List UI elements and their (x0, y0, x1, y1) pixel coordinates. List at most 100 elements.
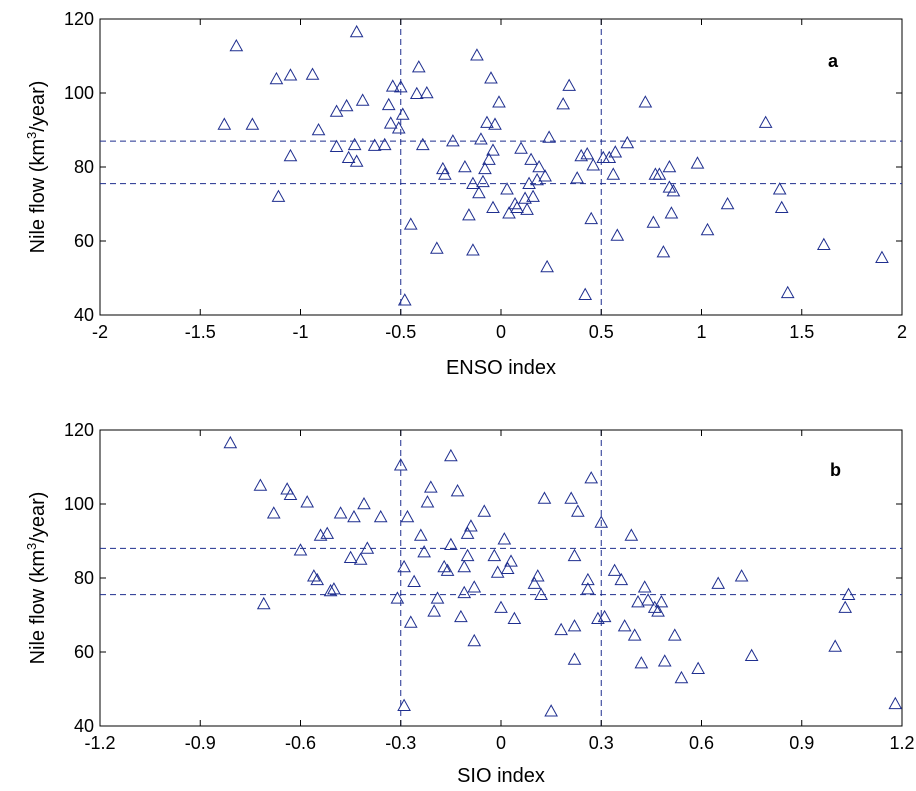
panel-b-sio: -1.2 -0.9 -0.6 -0.3 0 0.3 0.6 0.9 1.2 40 60 80 100 12… (24, 420, 915, 787)
data-point-triangle (596, 150, 611, 164)
data-point-triangle (734, 569, 749, 582)
data-point-triangle (574, 148, 589, 162)
data-point-triangle (360, 541, 375, 554)
data-point-triangle (341, 150, 356, 164)
data-points (217, 24, 889, 306)
data-point-triangle (537, 491, 552, 504)
data-point-triangle (614, 572, 629, 586)
data-point-triangle (580, 147, 595, 160)
x-tick-label: 0.5 (589, 322, 614, 342)
x-tick-label: 0.3 (589, 733, 614, 753)
data-point-triangle (594, 515, 609, 528)
data-point-triangle (490, 565, 505, 578)
data-point-triangle (467, 580, 482, 593)
data-point-triangle (634, 656, 649, 669)
data-point-triangle (438, 167, 452, 180)
data-point-triangle (744, 648, 759, 661)
data-point-triangle (544, 704, 558, 717)
data-point-triangle (477, 504, 492, 517)
data-point-triangle (500, 182, 514, 195)
data-point-triangle (828, 639, 843, 652)
data-point-triangle (480, 115, 494, 128)
y-tick-label: 100 (64, 494, 94, 514)
reference-lines (100, 19, 902, 315)
data-point-triangle (772, 182, 787, 195)
data-point-triangle (305, 67, 320, 80)
data-point-triangle (488, 117, 502, 130)
axis-ticks: -1.2 -0.9 -0.6 -0.3 0 0.3 0.6 0.9 1.2 40 60 80 100 12… (64, 420, 915, 753)
x-tick-label: -1.5 (185, 322, 216, 342)
data-point-triangle (554, 622, 568, 636)
data-point-triangle (446, 134, 460, 147)
data-point-triangle (484, 71, 498, 84)
data-point-triangle (462, 208, 476, 221)
data-point-triangle (662, 180, 677, 193)
data-point-triangle (367, 138, 382, 151)
data-point-triangle (457, 585, 472, 599)
data-point-triangle (540, 259, 554, 273)
data-point-triangle (419, 85, 434, 99)
x-tick-label: 2 (897, 322, 907, 342)
data-point-triangle (646, 215, 661, 228)
data-point-triangle (532, 159, 546, 173)
y-tick-label: 120 (64, 420, 94, 440)
data-point-triangle (393, 80, 408, 93)
x-tick-label: -0.6 (285, 733, 316, 753)
x-tick-label: -2 (92, 322, 108, 342)
data-point-triangle (711, 576, 726, 589)
data-point-triangle (467, 633, 482, 647)
data-point-triangle (487, 548, 502, 562)
data-point-triangle (617, 619, 632, 632)
data-point-triangle (597, 609, 612, 623)
reference-lines (100, 430, 902, 726)
data-point-triangle (409, 86, 424, 100)
data-point-triangle (522, 176, 536, 189)
data-point-triangle (436, 161, 450, 175)
panel-label: b (830, 460, 841, 480)
data-point-triangle (427, 604, 442, 617)
data-point-triangle (417, 545, 431, 558)
data-point-triangle (482, 152, 496, 165)
data-point-triangle (444, 448, 458, 462)
x-tick-label: 0.6 (689, 733, 714, 753)
data-point-triangle (571, 504, 585, 517)
data-point-triangle (606, 167, 621, 180)
data-point-triangle (584, 211, 599, 225)
data-point-triangle (472, 185, 486, 199)
data-point-triangle (570, 171, 585, 184)
data-point-triangle (667, 628, 682, 641)
data-point-triangle (283, 487, 298, 501)
data-point-triangle (307, 569, 321, 582)
data-point-triangle (664, 206, 679, 219)
data-point-triangle (478, 161, 492, 175)
data-point-triangle (538, 169, 552, 182)
data-point-triangle (657, 654, 672, 667)
x-axis-label: SIO index (457, 765, 545, 787)
x-tick-label: -0.5 (385, 322, 416, 342)
data-point-triangle (497, 532, 512, 545)
data-point-triangle (400, 509, 415, 523)
x-tick-label: 0.9 (789, 733, 814, 753)
data-point-triangle (349, 24, 364, 38)
data-points (223, 435, 903, 717)
plot-area-frame (99, 18, 903, 316)
data-point-triangle (691, 661, 706, 674)
data-point-triangle (578, 287, 593, 300)
data-point-triangle (624, 528, 639, 541)
data-point-triangle (300, 495, 315, 508)
data-point-triangle (527, 576, 542, 589)
data-point-triangle (507, 611, 522, 624)
data-point-triangle (397, 293, 412, 306)
data-point-triangle (510, 200, 524, 213)
data-point-triangle (518, 191, 532, 204)
data-point-triangle (223, 435, 238, 449)
data-point-triangle (838, 600, 853, 613)
data-point-triangle (567, 548, 582, 562)
data-point-triangle (542, 130, 556, 143)
data-point-triangle (440, 563, 455, 576)
data-point-triangle (648, 167, 663, 180)
data-point-triangle (283, 68, 298, 81)
data-point-triangle (457, 559, 472, 573)
data-point-triangle (217, 117, 232, 130)
